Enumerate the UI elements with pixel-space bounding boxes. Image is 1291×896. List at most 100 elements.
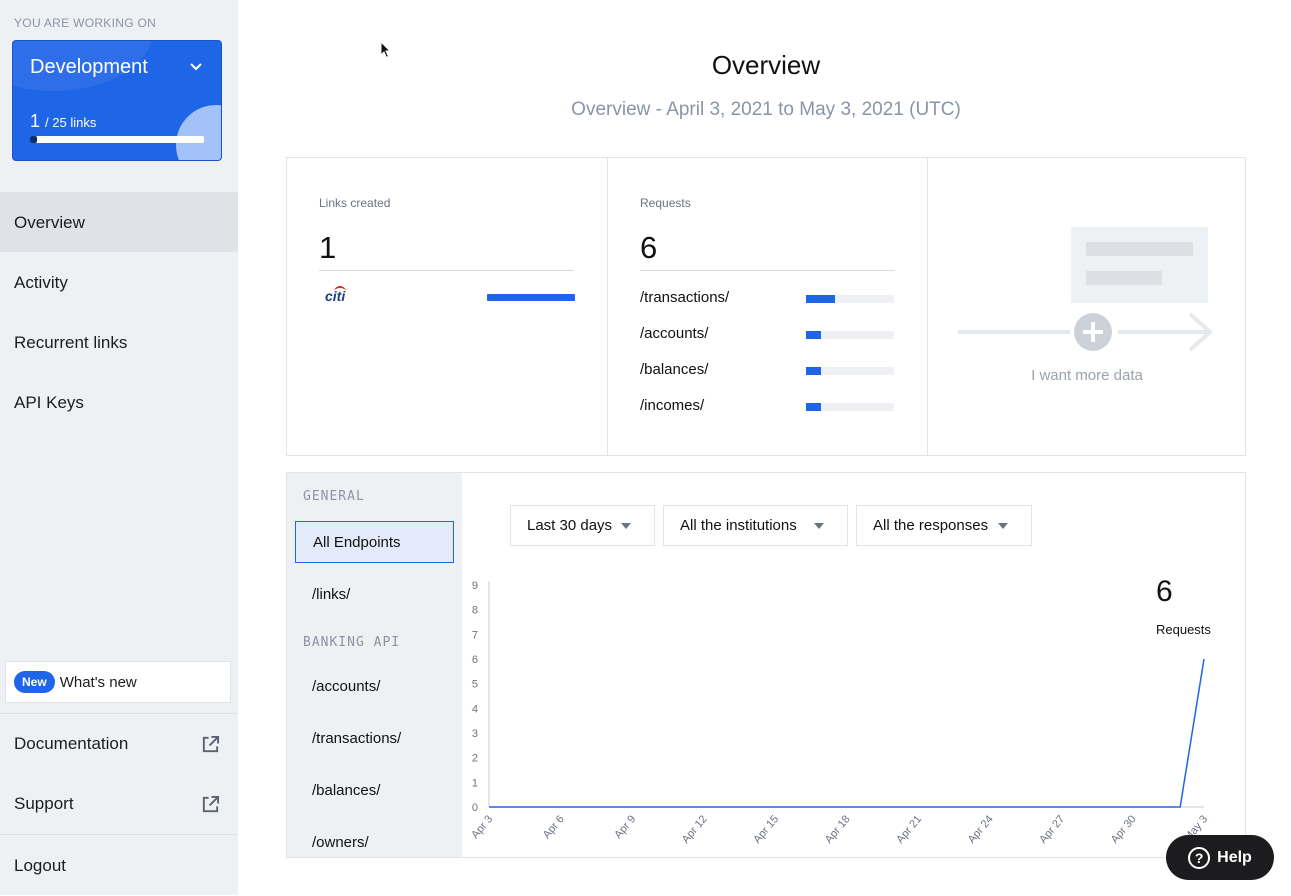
x-tick-label: Apr 15 [751, 813, 781, 846]
x-tick-label: Apr 6 [541, 813, 567, 841]
request-bar-fill [806, 403, 821, 411]
request-bar [806, 331, 894, 339]
divider [0, 713, 238, 714]
y-tick-label: 9 [472, 580, 478, 592]
request-bar-fill [806, 331, 821, 339]
request-row: /balances/ [640, 361, 896, 381]
endpoint-balances[interactable]: /balances/ [312, 782, 381, 799]
logout-label: Logout [14, 856, 66, 875]
links-created-card: Links created 1 citi [287, 158, 607, 455]
institutions-filter[interactable]: All the institutions [663, 505, 848, 546]
card-decoration [176, 105, 221, 160]
institutions-filter-value: All the institutions [680, 517, 797, 534]
links-usage-count: 1 / 25 links [30, 111, 96, 132]
more-data-label: I want more data [1031, 367, 1143, 384]
endpoint-transactions[interactable]: /transactions/ [312, 730, 402, 747]
chevron-down-icon [190, 63, 202, 71]
request-endpoint: /accounts/ [640, 325, 709, 342]
citi-logo-arc [334, 286, 346, 292]
endpoint-owners[interactable]: /owners/ [312, 834, 369, 851]
request-endpoint: /incomes/ [640, 397, 705, 414]
requests-value: 6 [640, 230, 658, 265]
responses-filter[interactable]: All the responses [856, 505, 1032, 546]
page-subtitle: Overview - April 3, 2021 to May 3, 2021 … [571, 99, 961, 120]
y-tick-label: 8 [472, 605, 478, 617]
x-tick-label: Apr 24 [966, 813, 996, 846]
period-filter[interactable]: Last 30 days [510, 505, 655, 546]
caret-down-icon [814, 523, 824, 529]
citi-logo: citi [325, 288, 346, 304]
support-label: Support [14, 794, 74, 813]
section-title-general: GENERAL [303, 489, 365, 504]
request-row: /transactions/ [640, 289, 896, 309]
x-tick-label: Apr 18 [823, 813, 853, 846]
y-tick-label: 0 [472, 802, 478, 814]
y-tick-label: 6 [472, 654, 478, 666]
x-tick-label: Apr 9 [612, 813, 638, 841]
help-button[interactable]: ? Help [1166, 835, 1274, 880]
environment-selector[interactable]: Development 1 / 25 links [13, 41, 221, 160]
sidebar-item-activity[interactable]: Activity [14, 273, 68, 292]
documentation-link[interactable]: Documentation [0, 714, 238, 774]
request-bar-fill [806, 295, 836, 303]
x-tick-label: Apr 30 [1109, 813, 1139, 846]
endpoint-links[interactable]: /links/ [312, 586, 351, 603]
x-tick-label: Apr 3 [469, 813, 495, 841]
links-used: 1 [30, 111, 41, 131]
page-title: Overview [711, 50, 821, 80]
y-tick-label: 5 [472, 679, 478, 691]
requests-line-chart: 0 1 2 3 4 5 6 7 8 9 Apr 3 Apr 6 Apr 9 Apr 12 Apr 15 Apr… [469, 580, 1210, 846]
divider [319, 270, 574, 271]
external-link-icon [202, 795, 220, 813]
placeholder-card-illustration [1071, 227, 1208, 303]
responses-filter-value: All the responses [873, 517, 989, 534]
sidebar-item-api-keys[interactable]: API Keys [14, 393, 84, 412]
request-bar [806, 367, 894, 375]
more-data-card[interactable]: I want more data [927, 158, 1245, 455]
request-bar-fill [806, 367, 821, 375]
request-endpoint: /balances/ [640, 361, 709, 378]
external-link-icon [202, 735, 220, 753]
x-tick-label: Apr 12 [680, 813, 710, 846]
caret-down-icon [621, 523, 631, 529]
help-label: Help [1217, 848, 1252, 866]
working-on-label: YOU ARE WORKING ON [14, 16, 157, 30]
x-tick-label: Apr 27 [1037, 813, 1067, 846]
whats-new-button[interactable]: New What's new [5, 661, 231, 703]
sidebar-item-recurrent-links[interactable]: Recurrent links [14, 333, 128, 352]
y-tick-label: 7 [472, 629, 478, 641]
period-filter-value: Last 30 days [527, 517, 613, 534]
request-row: /incomes/ [640, 397, 896, 417]
request-bar [806, 403, 894, 411]
links-usage-bar [30, 136, 204, 143]
request-endpoint: /transactions/ [640, 289, 730, 306]
chart-total-label: Requests [1156, 622, 1211, 637]
section-title-banking: BANKING API [303, 635, 401, 650]
requests-label: Requests [640, 196, 691, 210]
chart-total-value: 6 [1156, 575, 1173, 608]
links-created-value: 1 [319, 230, 337, 265]
divider [0, 834, 238, 835]
placeholder-line [1086, 271, 1162, 285]
new-badge: New [14, 671, 55, 693]
requests-chart-panel: GENERAL All Endpoints /links/ BANKING AP… [286, 472, 1246, 858]
stats-panel: Links created 1 citi Requests 6 /transac… [286, 157, 1246, 456]
endpoint-all[interactable]: All Endpoints [295, 521, 454, 563]
endpoint-accounts[interactable]: /accounts/ [312, 678, 381, 695]
caret-down-icon [998, 523, 1008, 529]
sidebar-item-overview[interactable]: Overview [0, 192, 238, 252]
environment-name: Development [30, 56, 148, 78]
links-total: / 25 links [45, 115, 97, 130]
question-icon: ? [1188, 846, 1211, 869]
support-link[interactable]: Support [0, 774, 238, 834]
y-tick-label: 2 [472, 753, 478, 765]
whats-new-label: What's new [59, 673, 137, 691]
series-line [489, 658, 1205, 808]
divider [640, 270, 895, 271]
sidebar: YOU ARE WORKING ON Development 1 / 25 li… [0, 0, 238, 895]
y-tick-label: 4 [472, 703, 478, 715]
requests-card: Requests 6 /transactions/ /accounts/ /ba… [607, 158, 927, 455]
logout-button[interactable]: Logout [0, 836, 238, 896]
sidebar-nav: Overview Activity Recurrent links API Ke… [0, 192, 238, 432]
mouse-cursor-icon [380, 41, 392, 59]
